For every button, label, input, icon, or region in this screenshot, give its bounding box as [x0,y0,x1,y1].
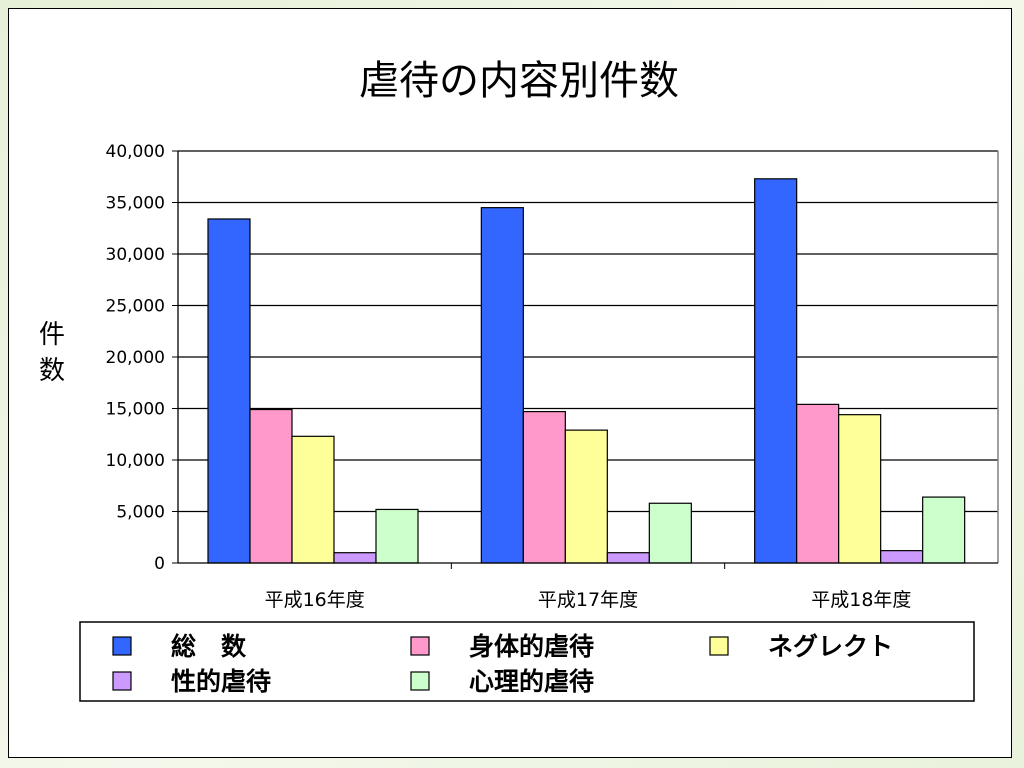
y-tick-label: 5,000 [116,503,165,523]
legend-box [79,621,975,702]
legend-swatch [709,636,729,656]
bar [880,550,924,564]
legend-swatch [410,636,430,656]
y-tick-labels: 0 5,000 10,000 15,000 20,000 25,000 30,000 35,0… [106,142,165,574]
legend-label: 総 数 [171,632,247,661]
bar [796,403,840,564]
bar [207,218,251,564]
x-tick-label: 平成18年度 [811,589,911,611]
legend-swatch [112,671,132,691]
y-axis-label-char: 件 [39,320,65,350]
y-tick-label: 30,000 [106,245,165,265]
axes [172,150,999,569]
bar [606,552,650,564]
chart-title: 虐待の内容別件数 [359,58,679,104]
bar [564,429,608,564]
bars [207,178,966,564]
y-tick-label: 10,000 [106,451,165,471]
y-tick-label: 20,000 [106,348,165,368]
bar [291,435,335,564]
bar [838,414,882,564]
y-axis-label: 件数 [39,320,65,386]
legend-label: ネグレクト [768,632,893,661]
y-tick-label: 0 [154,554,165,574]
y-tick-label: 40,000 [106,142,165,162]
legend-swatch [112,636,132,656]
x-tick-label: 平成16年度 [265,589,365,611]
bar [249,408,293,564]
x-tick-label: 平成17年度 [538,589,638,611]
bar [333,552,377,564]
legend-label: 心理的虐待 [469,667,594,696]
bar [648,502,692,564]
legend-label: 性的虐待 [171,667,271,696]
slide: 虐待の内容別件数 件数 0 5,000 10,000 15,000 20,000 25,0… [8,8,1012,758]
y-tick-label: 35,000 [106,194,165,214]
chart: 虐待の内容別件数 件数 0 5,000 10,000 15,000 20,000 25,0… [39,58,999,702]
bar [522,410,566,564]
bar [922,496,966,564]
legend-label: 身体的虐待 [469,632,594,661]
bar [754,178,798,564]
legend-swatch [410,671,430,691]
y-tick-label: 25,000 [106,297,165,317]
bar [375,508,419,564]
y-axis-label-char: 数 [39,356,65,386]
bar [480,207,524,564]
x-tick-labels: 平成16年度 平成17年度 平成18年度 [265,589,912,611]
y-tick-label: 15,000 [106,400,165,420]
